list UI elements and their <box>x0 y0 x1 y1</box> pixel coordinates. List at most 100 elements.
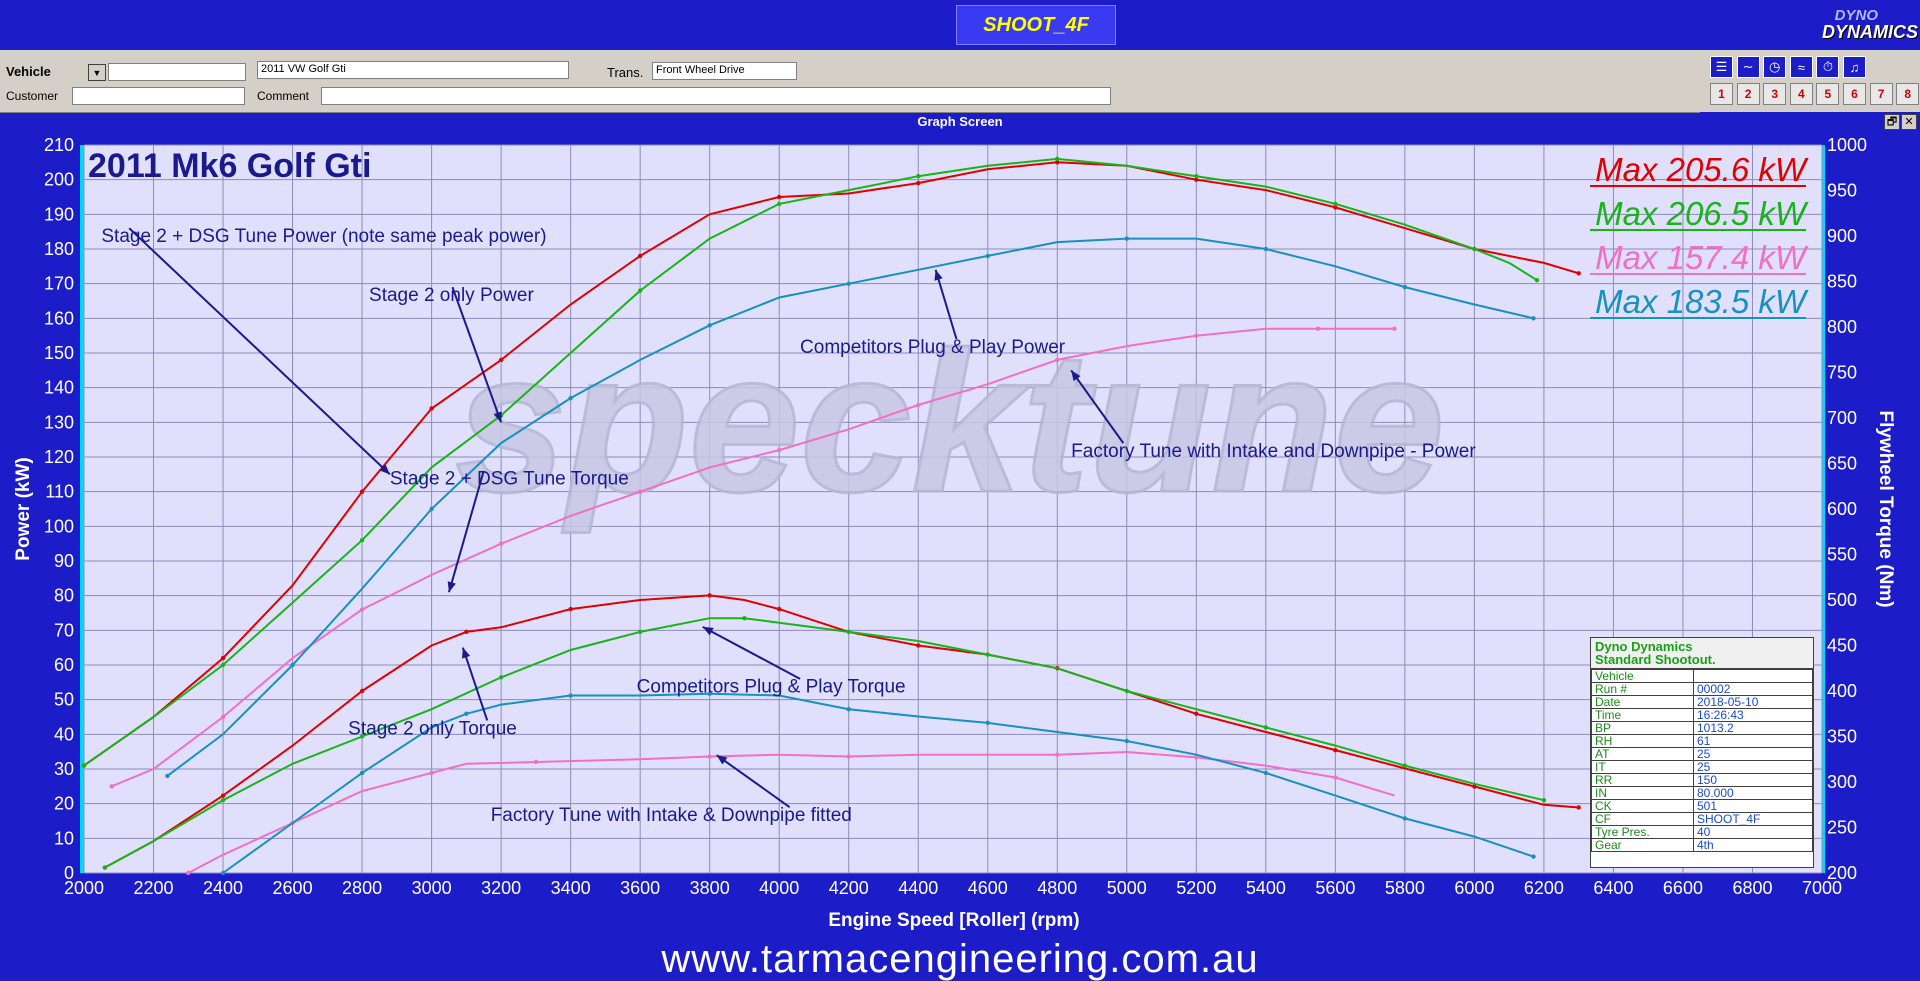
run-button-3[interactable]: 3 <box>1763 83 1787 105</box>
data-point <box>707 691 712 696</box>
data-point <box>498 357 504 363</box>
graph-icon[interactable]: ≈ <box>1789 56 1813 78</box>
data-point <box>637 629 643 635</box>
shootout-label: RH <box>1591 734 1694 748</box>
shootout-value: 40 <box>1693 825 1813 839</box>
y-tick-label: 80 <box>54 586 74 606</box>
y-tick-label: 180 <box>44 239 74 259</box>
data-point <box>846 707 851 712</box>
data-point <box>220 793 226 798</box>
x-tick-label: 3800 <box>690 878 730 898</box>
max-power-label: Max 183.5 kW <box>1595 283 1809 320</box>
data-point <box>707 323 712 328</box>
shootout-row: Date 2018-05-10 <box>1591 695 1813 709</box>
vehicle-id-field[interactable] <box>108 63 246 81</box>
vehicle-name-field[interactable]: 2011 VW Golf Gti <box>257 61 569 79</box>
y2-tick-label: 400 <box>1827 681 1857 701</box>
data-point <box>1333 201 1338 207</box>
shootout-row: RH 61 <box>1591 734 1813 748</box>
annotation-arrow <box>702 625 801 680</box>
y-tick-label: 210 <box>44 135 74 155</box>
y2-tick-label: 600 <box>1827 499 1857 519</box>
x-tick-label: 4400 <box>898 878 938 898</box>
data-point <box>916 643 921 648</box>
x-tick-label: 3600 <box>620 878 660 898</box>
data-point <box>429 506 434 512</box>
data-point <box>637 288 643 293</box>
shootout-row: BP 1013.2 <box>1591 721 1813 735</box>
data-point <box>429 770 434 776</box>
gauge-icon[interactable]: ◷ <box>1763 56 1787 78</box>
y2-tick-label: 750 <box>1827 363 1857 383</box>
data-point <box>777 606 782 612</box>
max-power-label: Max 206.5 kW <box>1595 195 1809 232</box>
y-tick-label: 50 <box>54 690 74 710</box>
annotation-arrowhead <box>462 647 471 659</box>
shootout-value: 1013.2 <box>1693 721 1813 735</box>
logo-bottom: DYNAMICS <box>1821 22 1918 42</box>
x-tick-label: 6000 <box>1454 878 1494 898</box>
list-icon[interactable]: ☰ <box>1710 56 1733 78</box>
trans-label: Trans. <box>607 65 644 80</box>
data-point <box>1333 205 1338 210</box>
bell-icon[interactable]: ♫ <box>1843 56 1866 78</box>
y-tick-label: 140 <box>44 378 74 398</box>
data-point <box>1333 747 1338 753</box>
shootout-header: Dyno Dynamics Standard Shootout. <box>1591 638 1813 669</box>
data-point <box>1576 805 1581 810</box>
restore-button[interactable]: 🗗 <box>1884 114 1900 130</box>
annotation-label: Factory Tune with Intake & Downpipe fitt… <box>491 805 852 826</box>
run-button-5[interactable]: 5 <box>1816 83 1840 105</box>
data-point <box>1194 174 1199 179</box>
shootout-value: 2018-05-10 <box>1693 695 1813 709</box>
x-tick-label: 2000 <box>64 878 104 898</box>
dyno-chart: specktune Stage 2 + DSG Tune Power (note… <box>0 131 1920 938</box>
y-tick-label: 200 <box>44 170 74 190</box>
run-button-4[interactable]: 4 <box>1789 83 1813 105</box>
y2-tick-label: 900 <box>1827 226 1857 246</box>
run-button-6[interactable]: 6 <box>1843 83 1866 105</box>
data-point <box>220 714 226 720</box>
data-point <box>1055 156 1060 162</box>
max-power-label: Max 157.4 kW <box>1595 239 1809 276</box>
trans-field[interactable]: Front Wheel Drive <box>652 62 797 80</box>
comment-field[interactable] <box>321 87 1111 105</box>
run-button-8[interactable]: 8 <box>1896 83 1920 105</box>
data-point <box>637 253 643 259</box>
data-point <box>985 253 990 259</box>
y2-tick-label: 300 <box>1827 772 1857 792</box>
curve-icon[interactable]: ∼ <box>1736 56 1760 78</box>
x-tick-label: 3200 <box>481 878 521 898</box>
data-point <box>707 754 712 759</box>
chart-title: 2011 Mk6 Golf Gti <box>88 147 371 185</box>
annotation-arrow <box>448 470 485 593</box>
annotation-label: Competitors Plug & Play Power <box>800 337 1066 358</box>
chart-annotations: Stage 2 + DSG Tune Power (note same peak… <box>101 226 1476 826</box>
series-line-torque <box>104 617 1545 869</box>
shootout-row: Run #00002 <box>1591 682 1813 696</box>
customer-field[interactable] <box>72 87 245 105</box>
y-tick-label: 0 <box>64 863 74 883</box>
graph-screen-title: Graph Screen <box>0 113 1920 131</box>
shootout-row: Time 16:26:43 <box>1591 708 1813 722</box>
data-point <box>1194 711 1199 716</box>
annotation-label: Competitors Plug & Play Torque <box>637 677 906 698</box>
close-button[interactable]: ✕ <box>1901 114 1917 130</box>
run-button-2[interactable]: 2 <box>1736 83 1760 105</box>
run-button-7[interactable]: 7 <box>1869 83 1893 105</box>
x-axis-label: Engine Speed [Roller] (rpm) <box>828 910 1079 931</box>
stopwatch-icon[interactable]: ⏱ <box>1816 56 1840 78</box>
data-point <box>846 629 851 635</box>
annotation-arrow <box>716 754 791 808</box>
data-point <box>359 489 365 494</box>
shootout-row: AT 25 <box>1591 747 1813 761</box>
data-point <box>186 870 191 876</box>
x-tick-label: 6400 <box>1593 878 1633 898</box>
watermark: specktune <box>455 311 1444 534</box>
data-point <box>464 711 469 716</box>
shootout-label: Gear <box>1591 838 1694 852</box>
run-button-1[interactable]: 1 <box>1710 83 1733 105</box>
x-tick-label: 5000 <box>1107 878 1147 898</box>
y-tick-label: 130 <box>44 412 74 432</box>
vehicle-dropdown-button[interactable]: ▼ <box>88 64 106 81</box>
